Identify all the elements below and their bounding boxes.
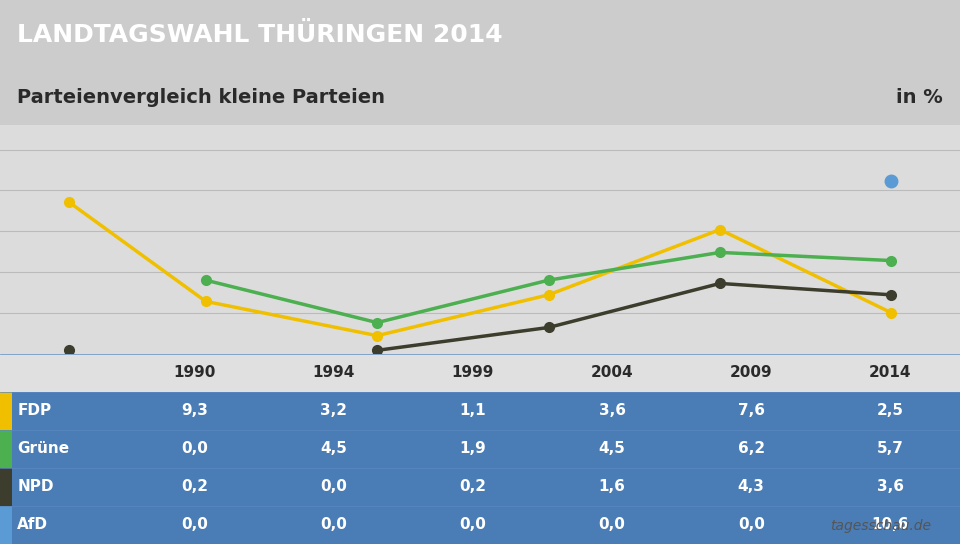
- Bar: [0, 392, 12, 430]
- Text: 4,5: 4,5: [321, 441, 347, 456]
- Text: 0,0: 0,0: [181, 517, 207, 533]
- Text: 2009: 2009: [730, 365, 773, 380]
- Bar: [0, 468, 960, 506]
- Text: 0,0: 0,0: [181, 441, 207, 456]
- Text: 1999: 1999: [451, 365, 494, 380]
- Text: 10,6: 10,6: [872, 517, 909, 533]
- Text: 0,0: 0,0: [599, 517, 625, 533]
- Text: 2014: 2014: [869, 365, 912, 380]
- Text: NPD: NPD: [17, 479, 54, 494]
- Text: 9,3: 9,3: [181, 403, 207, 418]
- Bar: [0, 354, 960, 392]
- Text: 4,3: 4,3: [738, 479, 764, 494]
- Text: Grüne: Grüne: [17, 441, 69, 456]
- Text: 5,7: 5,7: [877, 441, 903, 456]
- Text: 3,2: 3,2: [320, 403, 348, 418]
- Bar: [0, 430, 960, 468]
- Text: 0,0: 0,0: [460, 517, 486, 533]
- Bar: [0, 392, 960, 430]
- Text: 3,6: 3,6: [876, 479, 904, 494]
- Text: 0,2: 0,2: [459, 479, 487, 494]
- Text: 2004: 2004: [590, 365, 634, 380]
- Text: FDP: FDP: [17, 403, 52, 418]
- Text: 1,9: 1,9: [460, 441, 486, 456]
- Text: 3,6: 3,6: [598, 403, 626, 418]
- Bar: [0, 468, 12, 506]
- Text: 1,6: 1,6: [599, 479, 625, 494]
- Text: 0,2: 0,2: [180, 479, 208, 494]
- Bar: [0, 506, 960, 544]
- Text: 1994: 1994: [312, 365, 355, 380]
- Text: 1990: 1990: [173, 365, 216, 380]
- Text: 4,5: 4,5: [599, 441, 625, 456]
- Text: Parteienvergleich kleine Parteien: Parteienvergleich kleine Parteien: [17, 89, 385, 107]
- Text: 1,1: 1,1: [460, 403, 486, 418]
- Text: 0,0: 0,0: [738, 517, 764, 533]
- Text: 7,6: 7,6: [737, 403, 765, 418]
- Text: AfD: AfD: [17, 517, 48, 533]
- Text: LANDTAGSWAHL THÜRINGEN 2014: LANDTAGSWAHL THÜRINGEN 2014: [17, 23, 503, 47]
- Text: 0,0: 0,0: [321, 517, 347, 533]
- Text: 0,0: 0,0: [321, 479, 347, 494]
- Bar: [0, 506, 12, 544]
- Text: 6,2: 6,2: [737, 441, 765, 456]
- Bar: [0, 430, 12, 468]
- Text: 2,5: 2,5: [876, 403, 904, 418]
- Text: tagesschau.de: tagesschau.de: [830, 519, 931, 533]
- Text: in %: in %: [896, 89, 943, 107]
